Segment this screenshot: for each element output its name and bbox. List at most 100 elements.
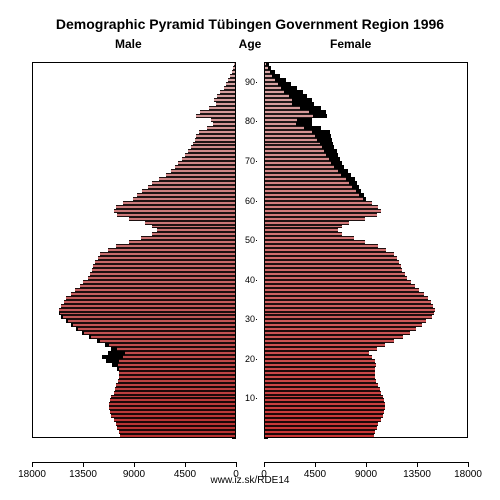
male-bar-row — [32, 161, 236, 165]
male-bar-row — [32, 422, 236, 426]
male-bar-row — [32, 304, 236, 308]
male-bar-fg — [84, 331, 236, 335]
male-bar-row — [32, 142, 236, 146]
male-bar-row — [32, 379, 236, 383]
female-bar-fg — [264, 418, 381, 422]
female-bar-row — [264, 177, 468, 181]
male-bar-row — [32, 153, 236, 157]
male-bar-row — [32, 363, 236, 367]
female-bar-fg — [264, 422, 378, 426]
male-bar-fg — [133, 197, 236, 201]
male-bar-fg — [115, 387, 236, 391]
male-bars — [32, 62, 236, 438]
female-bar-row — [264, 288, 468, 292]
male-bar-row — [32, 351, 236, 355]
male-bar-row — [32, 359, 236, 363]
female-bar-row — [264, 236, 468, 240]
female-bar-row — [264, 145, 468, 149]
male-bar-fg — [129, 217, 236, 221]
female-bar-fg — [264, 240, 365, 244]
male-bar-fg — [148, 185, 236, 189]
female-bar-row — [264, 398, 468, 402]
female-bar-fg — [264, 379, 376, 383]
male-bar-row — [32, 122, 236, 126]
female-bar-row — [264, 363, 468, 367]
female-bar-row — [264, 130, 468, 134]
female-bar-row — [264, 323, 468, 327]
male-bar-row — [32, 62, 236, 66]
female-bar-row — [264, 260, 468, 264]
x-tick — [315, 462, 316, 467]
female-bar-fg — [264, 66, 268, 70]
male-bar-fg — [171, 169, 236, 173]
male-bar-row — [32, 205, 236, 209]
male-bar-row — [32, 197, 236, 201]
female-bar-fg — [264, 62, 266, 66]
inner-tick — [264, 438, 268, 439]
female-bar-fg — [264, 185, 352, 189]
female-bar-row — [264, 193, 468, 197]
male-bar-fg — [64, 300, 236, 304]
female-bar-row — [264, 86, 468, 90]
male-bar-row — [32, 244, 236, 248]
female-bar-row — [264, 98, 468, 102]
male-bar-row — [32, 367, 236, 371]
female-bar-row — [264, 126, 468, 130]
male-bar-row — [32, 181, 236, 185]
male-bar-row — [32, 347, 236, 351]
male-bar-fg — [83, 280, 236, 284]
female-bar-row — [264, 94, 468, 98]
female-bar-fg — [264, 205, 378, 209]
female-bar-row — [264, 90, 468, 94]
male-bar-row — [32, 414, 236, 418]
male-bar-row — [32, 268, 236, 272]
male-bar-row — [32, 319, 236, 323]
female-bar-row — [264, 434, 468, 438]
male-bar-row — [32, 434, 236, 438]
female-bar-row — [264, 426, 468, 430]
female-bar-row — [264, 272, 468, 276]
male-bar-fg — [137, 193, 236, 197]
female-bar-fg — [264, 371, 375, 375]
female-bar-fg — [264, 209, 381, 213]
female-bar-fg — [264, 201, 372, 205]
female-bar-row — [264, 256, 468, 260]
x-tick — [366, 462, 367, 467]
female-bar-row — [264, 296, 468, 300]
female-bar-fg — [264, 276, 407, 280]
female-bar-row — [264, 169, 468, 173]
female-bar-fg — [264, 272, 405, 276]
male-bar-row — [32, 371, 236, 375]
female-bar-fg — [264, 90, 284, 94]
female-bar-row — [264, 331, 468, 335]
male-bar-fg — [120, 434, 236, 438]
female-bar-fg — [264, 153, 326, 157]
male-bar-fg — [145, 221, 236, 225]
female-bar-row — [264, 402, 468, 406]
female-bar-row — [264, 304, 468, 308]
female-bar-row — [264, 422, 468, 426]
female-bar-fg — [264, 98, 292, 102]
female-bar-row — [264, 122, 468, 126]
female-bar-fg — [264, 260, 399, 264]
female-bar-row — [264, 351, 468, 355]
female-bar-fg — [264, 149, 324, 153]
male-bar-row — [32, 395, 236, 399]
male-bar-row — [32, 260, 236, 264]
male-bar-row — [32, 98, 236, 102]
male-bar-row — [32, 410, 236, 414]
age-tick-label: 30 — [244, 314, 256, 324]
female-bar-row — [264, 280, 468, 284]
female-bar-row — [264, 395, 468, 399]
female-bar-row — [264, 110, 468, 114]
x-tick — [236, 462, 237, 467]
female-bar-row — [264, 410, 468, 414]
male-bar-fg — [75, 288, 236, 292]
male-bar-row — [32, 426, 236, 430]
female-bar-row — [264, 74, 468, 78]
male-bar-fg — [119, 371, 236, 375]
x-tick — [468, 462, 469, 467]
female-bar-fg — [264, 142, 320, 146]
female-bar-row — [264, 430, 468, 434]
male-bar-fg — [123, 201, 236, 205]
